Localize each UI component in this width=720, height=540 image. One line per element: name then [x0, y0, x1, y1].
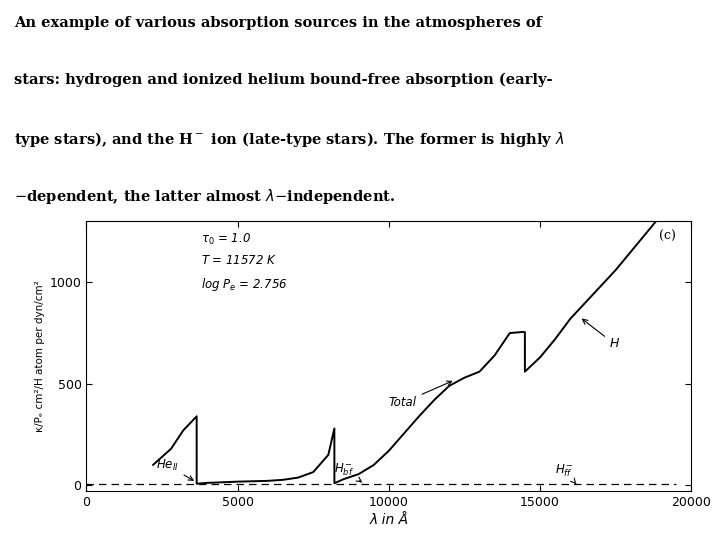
Text: $\tau_0$ = 1.0
$T$ = 11572 K
log $P_e$ = 2.756: $\tau_0$ = 1.0 $T$ = 11572 K log $P_e$ =… [202, 232, 288, 293]
Text: H$^-_{ff}$: H$^-_{ff}$ [555, 462, 576, 484]
Text: stars: hydrogen and ionized helium bound-free absorption (early-: stars: hydrogen and ionized helium bound… [14, 73, 553, 87]
Text: H: H [582, 319, 619, 350]
Text: $-$dependent, the latter almost $\lambda$$-$independent.: $-$dependent, the latter almost $\lambda… [14, 186, 396, 206]
X-axis label: λ in Å: λ in Å [369, 514, 408, 528]
Y-axis label: κ/Pₑ cm²/H atom per dyn/cm²: κ/Pₑ cm²/H atom per dyn/cm² [35, 280, 45, 433]
Text: Total: Total [389, 381, 451, 409]
Text: H$^-_{bf}$: H$^-_{bf}$ [334, 461, 361, 482]
Text: type stars), and the H$^-$ ion (late-type stars). The former is highly $\lambda$: type stars), and the H$^-$ ion (late-typ… [14, 130, 565, 148]
Text: (c): (c) [660, 230, 676, 242]
Text: An example of various absorption sources in the atmospheres of: An example of various absorption sources… [14, 16, 542, 30]
Text: He$_{II}$: He$_{II}$ [156, 458, 193, 480]
